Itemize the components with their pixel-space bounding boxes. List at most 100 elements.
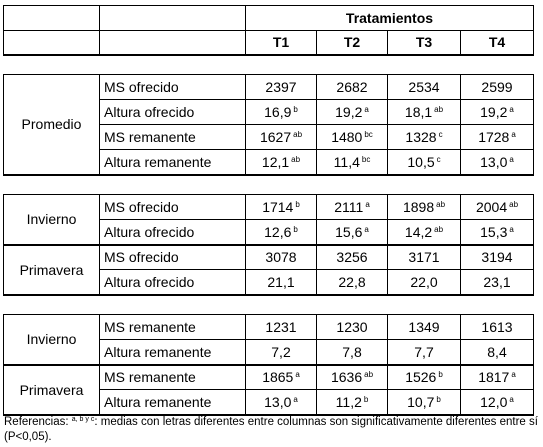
value-cell: 19,2 a bbox=[460, 99, 534, 125]
header-blank-left-2 bbox=[3, 30, 100, 56]
significance-letter: ab bbox=[364, 370, 374, 380]
value-cell: 10,7 b bbox=[387, 389, 461, 416]
column-header-t4: T4 bbox=[460, 30, 534, 56]
value-cell: 3171 bbox=[387, 244, 461, 270]
row-label: MS ofrecido bbox=[99, 74, 246, 100]
row-label: Altura remanente bbox=[99, 149, 246, 176]
value-cell: 16,9 b bbox=[245, 99, 317, 125]
value-cell: 23,1 bbox=[460, 269, 534, 296]
significance-letter: a bbox=[509, 105, 514, 114]
cell-value: 12,1 bbox=[261, 153, 290, 170]
column-header-t3: T3 bbox=[387, 30, 461, 56]
significance-letter: a bbox=[509, 394, 514, 404]
cell-value: 3194 bbox=[481, 249, 513, 266]
significance-letter: b bbox=[295, 200, 300, 209]
value-cell: 3256 bbox=[316, 244, 388, 270]
cell-value: 3256 bbox=[336, 249, 368, 266]
cell-value: 1526 bbox=[405, 369, 437, 386]
significance-letter: bc bbox=[364, 130, 373, 139]
value-cell: 2534 bbox=[387, 74, 461, 100]
significance-letter: bc bbox=[361, 154, 371, 164]
group-label: Primavera bbox=[3, 364, 100, 416]
row-label: MS remanente bbox=[99, 124, 246, 150]
cell-value: 3171 bbox=[408, 249, 440, 266]
cell-value: 1349 bbox=[408, 319, 440, 335]
value-cell: 7,8 bbox=[316, 339, 388, 366]
significance-letter: ab bbox=[434, 224, 444, 234]
table-row: Primavera MS remanente 1865 a 1636 ab 1526 b 181… bbox=[3, 364, 534, 416]
cell-value: 22,8 bbox=[338, 273, 366, 290]
cell-value: 1714 bbox=[262, 199, 294, 215]
cell-value: 12,6 bbox=[264, 223, 292, 240]
significance-letter: a bbox=[509, 154, 514, 164]
group-label: Primavera bbox=[3, 244, 100, 296]
cell-value: 11,4 bbox=[333, 153, 360, 170]
cell-value: 1613 bbox=[481, 319, 513, 335]
value-cell: 1480 bc bbox=[316, 124, 388, 150]
cell-value: 1898 bbox=[402, 199, 435, 215]
table-row: Altura remanente 7,2 7,8 7,7 8,4 bbox=[4, 339, 534, 366]
footnote-letters: a, b y c bbox=[71, 416, 95, 423]
value-cell: 11,2 b bbox=[316, 389, 388, 416]
significance-letter: ab bbox=[291, 154, 301, 164]
cell-value: 1627 bbox=[259, 129, 292, 145]
row-label: MS remanente bbox=[99, 364, 246, 390]
cell-value: 13,0 bbox=[264, 393, 292, 410]
section-spacer-cell bbox=[3, 54, 534, 75]
cell-value: 13,0 bbox=[480, 153, 508, 170]
significance-letter: ab bbox=[293, 130, 303, 139]
section-spacer bbox=[3, 294, 534, 315]
significance-letter: ab bbox=[509, 200, 519, 209]
cell-value: 23,1 bbox=[483, 273, 511, 290]
cell-value: 8,4 bbox=[487, 343, 507, 360]
cell-value: 7,8 bbox=[342, 343, 362, 360]
value-cell: 1349 bbox=[387, 314, 461, 340]
significance-letter: a bbox=[365, 200, 370, 209]
column-header-t1: T1 bbox=[245, 30, 317, 56]
cell-value: 1817 bbox=[478, 369, 510, 386]
value-cell: 3078 bbox=[245, 244, 317, 270]
cell-value: 15,3 bbox=[480, 223, 508, 240]
section-spacer bbox=[3, 174, 534, 195]
table-row: Altura remanente 13,0 a 11,2 b 10,7 b 12,0 a bbox=[4, 389, 534, 416]
cell-value: 22,0 bbox=[410, 273, 438, 290]
table-row: Primavera MS ofrecido 3078 3256 3171 3194 bbox=[3, 244, 534, 296]
cell-value: 2397 bbox=[265, 79, 297, 95]
significance-letter: a bbox=[509, 224, 514, 234]
significance-letter: a bbox=[511, 370, 516, 380]
row-label: MS remanente bbox=[99, 314, 246, 340]
cell-value: 3078 bbox=[265, 249, 297, 266]
value-cell: 21,1 bbox=[245, 269, 317, 296]
cell-value: 1728 bbox=[478, 129, 510, 145]
cell-value: 7,2 bbox=[271, 343, 291, 360]
cell-value: 1636 bbox=[330, 369, 363, 386]
value-cell: 1865 a bbox=[245, 364, 317, 390]
value-cell: 1328 c bbox=[387, 124, 461, 150]
value-cell: 14,2 ab bbox=[387, 219, 461, 246]
cell-value: 14,2 bbox=[404, 223, 433, 240]
column-header-t2: T2 bbox=[316, 30, 388, 56]
value-cell: 13,0 a bbox=[245, 389, 317, 416]
value-cell: 1636 ab bbox=[316, 364, 388, 390]
value-cell: 1526 b bbox=[387, 364, 461, 390]
value-cell: 10,5 c bbox=[387, 149, 461, 176]
table-row: Promedio MS ofrecido 2397 2682 2534 2599 bbox=[3, 74, 534, 176]
value-cell: 1231 bbox=[245, 314, 317, 340]
significance-letter: c bbox=[436, 154, 441, 164]
significance-letter: a bbox=[364, 105, 369, 114]
value-cell: 8,4 bbox=[460, 339, 534, 366]
value-cell: 1817 a bbox=[460, 364, 534, 390]
significance-letter: a bbox=[293, 394, 298, 404]
value-cell: 22,0 bbox=[387, 269, 461, 296]
value-cell: 2004 ab bbox=[460, 194, 534, 220]
cell-value: 1865 bbox=[262, 369, 294, 386]
cell-value: 1230 bbox=[336, 319, 368, 335]
group-label: Invierno bbox=[3, 314, 100, 366]
table-row: Invierno MS ofrecido 1714 b 2111 a 1898 ab 2004 a… bbox=[3, 194, 534, 246]
significance-letter: ab bbox=[434, 105, 444, 114]
value-cell: 15,6 a bbox=[316, 219, 388, 246]
significance-letter: b bbox=[363, 394, 369, 404]
value-cell: 12,0 a bbox=[460, 389, 534, 416]
value-cell: 1898 ab bbox=[387, 194, 461, 220]
table-row: Altura ofrecido 16,9 b 19,2 a 18,1 ab 19,2 a bbox=[4, 99, 534, 125]
